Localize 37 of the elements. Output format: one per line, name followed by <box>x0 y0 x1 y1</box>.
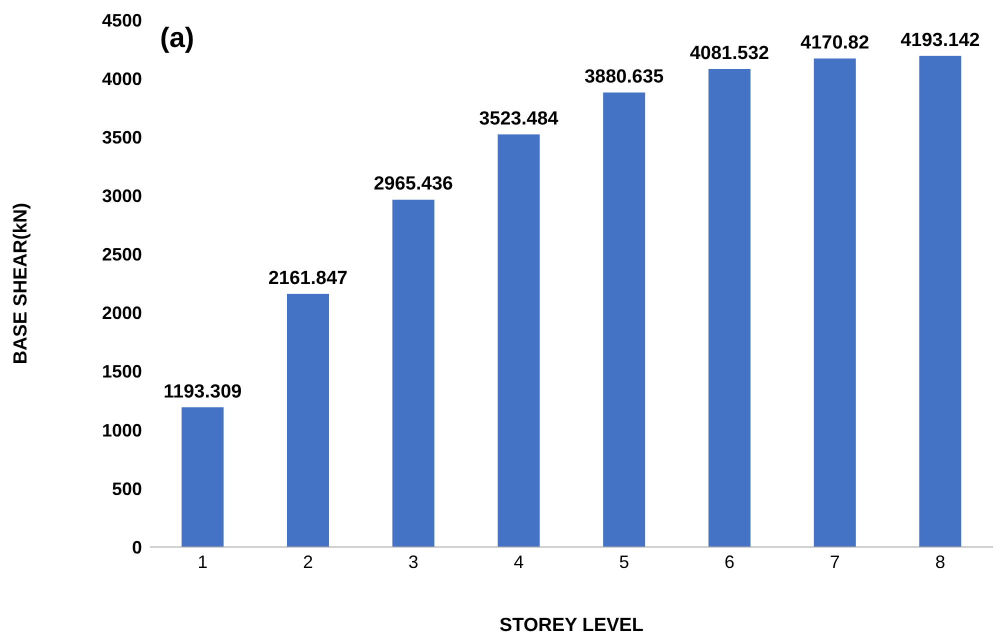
x-tick-label: 7 <box>830 552 840 572</box>
y-tick-label: 0 <box>132 537 142 558</box>
data-label: 3880.635 <box>584 66 664 88</box>
x-tick-label: 5 <box>619 552 630 572</box>
data-label: 1193.309 <box>164 381 242 402</box>
data-label: 4193.142 <box>900 30 980 51</box>
bar <box>708 69 750 547</box>
bar <box>182 407 224 547</box>
x-tick-label: 6 <box>724 552 735 572</box>
y-tick-label: 2500 <box>102 244 142 265</box>
y-tick-label: 500 <box>112 478 142 499</box>
y-tick-label: 4500 <box>102 10 142 30</box>
x-axis-title: STOREY LEVEL <box>500 615 644 636</box>
y-tick-label: 1500 <box>102 362 142 382</box>
x-tick-label: 2 <box>303 552 314 572</box>
x-tick-label: 1 <box>198 552 208 572</box>
bar <box>814 58 856 547</box>
data-label: 4170.82 <box>800 32 870 54</box>
bar <box>286 294 329 547</box>
bar <box>603 92 646 547</box>
y-axis-title: BASE SHEAR(kN) <box>10 202 32 364</box>
bar <box>392 200 434 547</box>
bar <box>919 56 962 547</box>
y-tick-label: 4000 <box>102 68 142 89</box>
y-tick-label: 1000 <box>102 420 142 440</box>
annotation: (a) <box>160 22 194 54</box>
x-tick-label: 3 <box>408 552 418 572</box>
bar <box>498 134 540 547</box>
x-tick-label: 4 <box>514 552 524 572</box>
y-tick-label: 2000 <box>102 303 142 324</box>
y-tick-label: 3000 <box>102 186 142 206</box>
data-label: 2161.847 <box>268 268 348 289</box>
data-label: 2965.436 <box>374 174 453 195</box>
x-tick-label: 8 <box>935 552 946 572</box>
y-tick-label: 3500 <box>102 128 142 148</box>
data-label: 4081.532 <box>690 43 770 64</box>
data-label: 3523.484 <box>479 108 559 130</box>
